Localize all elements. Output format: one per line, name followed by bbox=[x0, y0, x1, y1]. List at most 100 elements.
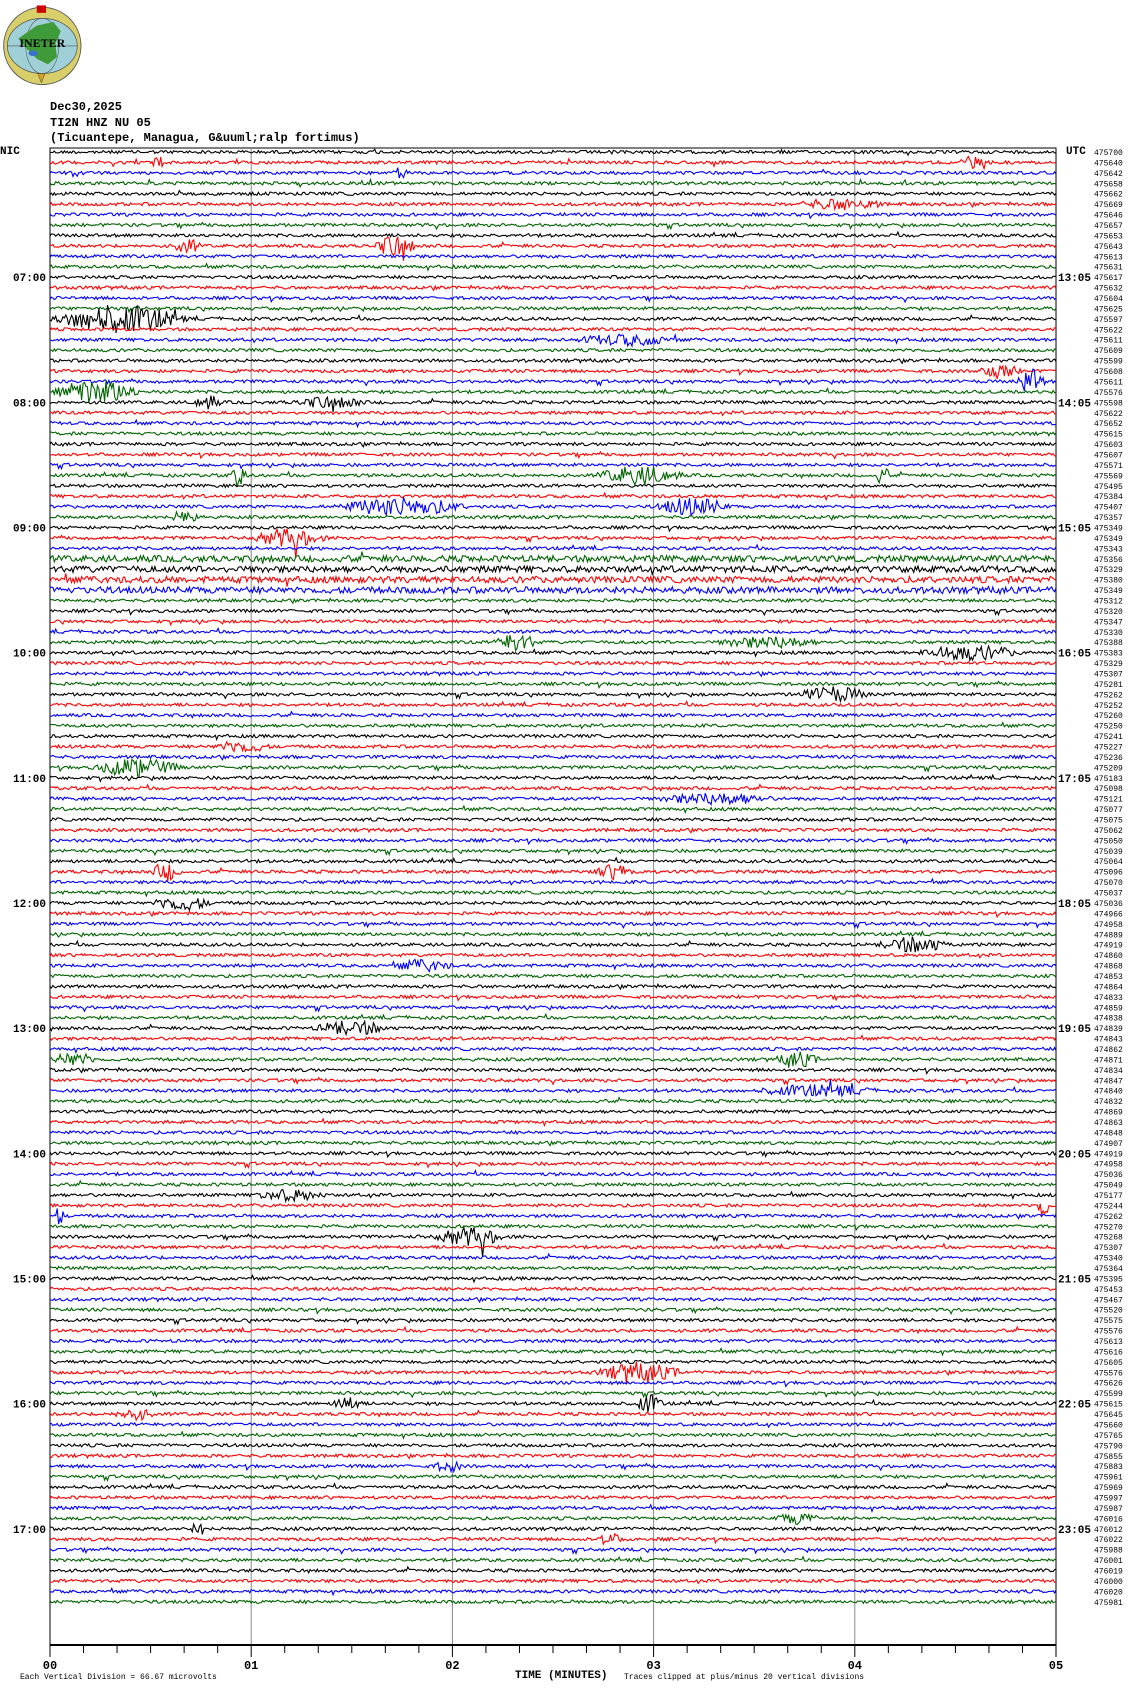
x-tick-label: 05 bbox=[1049, 1659, 1063, 1673]
line-value-label: 475631 bbox=[1094, 264, 1123, 273]
line-value-label: 475643 bbox=[1094, 243, 1123, 252]
trace-line bbox=[49, 1149, 1057, 1159]
line-value-label: 475642 bbox=[1094, 170, 1123, 179]
line-value-label: 475383 bbox=[1094, 650, 1123, 659]
line-value-label: 475236 bbox=[1094, 754, 1123, 763]
trace-line bbox=[49, 236, 1057, 261]
line-value-label: 475613 bbox=[1094, 1338, 1123, 1347]
trace-line bbox=[49, 430, 1057, 437]
trace-line bbox=[49, 920, 1057, 930]
trace-line bbox=[49, 1225, 1057, 1257]
utc-time-label: 16:05 bbox=[1058, 649, 1091, 661]
trace-line bbox=[49, 1555, 1057, 1563]
line-value-label: 475622 bbox=[1094, 326, 1123, 335]
trace-line bbox=[49, 826, 1057, 834]
location-label: (Ticuantepe, Managua, G&uuml;ralp fortim… bbox=[50, 131, 360, 145]
line-value-label: 475660 bbox=[1094, 1421, 1123, 1430]
utc-time-label: 21:05 bbox=[1058, 1274, 1091, 1286]
trace-line bbox=[49, 1460, 1057, 1474]
trace-line bbox=[49, 274, 1057, 280]
trace-line bbox=[49, 1117, 1057, 1127]
trace-line bbox=[49, 1223, 1057, 1232]
trace-line bbox=[49, 221, 1057, 231]
line-value-label: 474848 bbox=[1094, 1129, 1123, 1138]
x-tick-label: 04 bbox=[848, 1659, 862, 1673]
line-value-label: 475062 bbox=[1094, 827, 1123, 836]
local-time-label: 14:00 bbox=[13, 1149, 46, 1161]
trace-line bbox=[49, 1273, 1057, 1284]
trace-line bbox=[49, 524, 1057, 533]
trace-line bbox=[49, 1482, 1057, 1491]
trace-line bbox=[49, 564, 1057, 577]
line-value-label: 475652 bbox=[1094, 420, 1123, 429]
trace-line bbox=[49, 1242, 1057, 1250]
utc-zone-label: UTC bbox=[1066, 146, 1086, 158]
line-value-label: 475495 bbox=[1094, 483, 1123, 492]
line-value-label: 475467 bbox=[1094, 1296, 1123, 1305]
line-value-label: 475883 bbox=[1094, 1463, 1123, 1472]
trace-line bbox=[49, 1046, 1057, 1054]
trace-line bbox=[49, 482, 1057, 489]
line-value-label: 475657 bbox=[1094, 222, 1123, 231]
line-value-label: 475790 bbox=[1094, 1442, 1123, 1451]
line-value-label: 474958 bbox=[1094, 1161, 1123, 1170]
x-tick-label: 02 bbox=[445, 1659, 459, 1673]
trace-line bbox=[49, 1346, 1057, 1357]
line-value-label: 474859 bbox=[1094, 1004, 1123, 1013]
trace-line bbox=[49, 1393, 1057, 1413]
trace-line bbox=[49, 1265, 1057, 1272]
trace-line bbox=[49, 1169, 1057, 1178]
local-time-label: 11:00 bbox=[13, 774, 46, 786]
line-value-label: 474838 bbox=[1094, 1015, 1123, 1024]
trace-line bbox=[49, 1361, 1056, 1384]
trace-line bbox=[49, 284, 1057, 292]
line-value-label: 474864 bbox=[1094, 983, 1123, 992]
line-value-label: 475645 bbox=[1094, 1411, 1123, 1420]
line-value-label: 475969 bbox=[1094, 1484, 1123, 1493]
line-value-label: 475640 bbox=[1094, 159, 1123, 168]
trace-line bbox=[49, 262, 1057, 272]
trace-line bbox=[50, 686, 1057, 704]
trace-line bbox=[49, 1188, 1057, 1204]
trace-line bbox=[49, 148, 1056, 157]
line-value-label: 475036 bbox=[1094, 900, 1123, 909]
trace-line bbox=[49, 543, 1057, 552]
trace-line bbox=[49, 410, 1056, 417]
trace-line bbox=[49, 357, 1057, 365]
line-value-label: 474847 bbox=[1094, 1077, 1123, 1086]
trace-line bbox=[49, 836, 1057, 846]
trace-line bbox=[49, 1004, 1057, 1013]
line-value-label: 475384 bbox=[1094, 493, 1123, 502]
trace-line bbox=[49, 1079, 1057, 1098]
line-value-label: 475050 bbox=[1094, 837, 1123, 846]
line-value-label: 474843 bbox=[1094, 1036, 1123, 1045]
trace-line bbox=[49, 1503, 1057, 1513]
line-value-label: 475320 bbox=[1094, 608, 1123, 617]
trace-line bbox=[49, 305, 1057, 314]
line-value-label: 475380 bbox=[1094, 577, 1123, 586]
line-value-label: 475343 bbox=[1094, 545, 1123, 554]
trace-line bbox=[49, 757, 1057, 778]
line-value-label: 475349 bbox=[1094, 587, 1123, 596]
line-value-label: 476000 bbox=[1094, 1578, 1123, 1587]
line-value-label: 475609 bbox=[1094, 347, 1123, 356]
line-value-label: 475576 bbox=[1094, 1328, 1123, 1337]
trace-line bbox=[49, 1546, 1057, 1555]
trace-line bbox=[49, 1252, 1057, 1262]
utc-time-label: 22:05 bbox=[1058, 1400, 1091, 1412]
trace-line bbox=[49, 1208, 1057, 1225]
line-value-label: 475576 bbox=[1094, 389, 1123, 398]
line-value-label: 474871 bbox=[1094, 1056, 1123, 1065]
trace-line bbox=[49, 973, 1057, 979]
trace-line bbox=[49, 1034, 1057, 1043]
line-value-label: 475260 bbox=[1094, 712, 1123, 721]
trace-line bbox=[49, 584, 1057, 596]
trace-line bbox=[49, 1295, 1057, 1304]
trace-line bbox=[49, 1108, 1057, 1116]
trace-line bbox=[49, 644, 1057, 663]
trace-line bbox=[49, 527, 1057, 558]
trace-line bbox=[49, 332, 1057, 349]
line-value-label: 474889 bbox=[1094, 931, 1123, 940]
local-time-label: 09:00 bbox=[13, 523, 46, 535]
line-value-label: 474966 bbox=[1094, 910, 1123, 919]
